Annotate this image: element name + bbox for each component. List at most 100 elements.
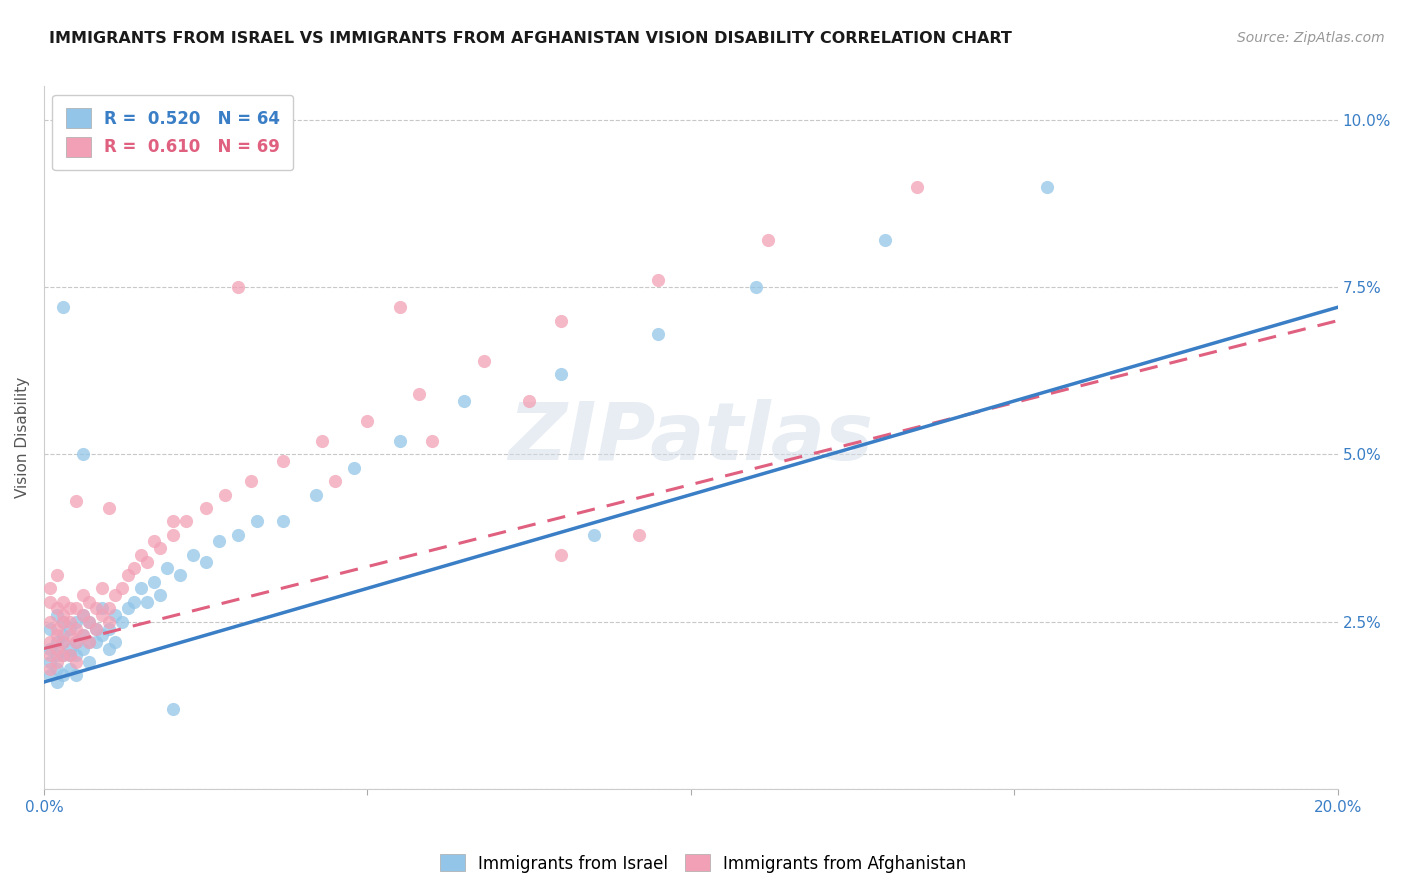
Point xyxy=(52,648,75,663)
Point xyxy=(388,434,411,449)
Point xyxy=(388,300,411,314)
Point xyxy=(110,615,132,629)
Point xyxy=(59,615,82,629)
Point xyxy=(97,501,120,516)
Point xyxy=(45,655,67,669)
Point xyxy=(52,615,75,629)
Point xyxy=(39,622,62,636)
Point xyxy=(59,648,82,663)
Point xyxy=(45,622,67,636)
Point xyxy=(91,582,114,596)
Point xyxy=(52,595,75,609)
Point xyxy=(744,280,766,294)
Point xyxy=(194,555,217,569)
Point xyxy=(65,615,87,629)
Point xyxy=(97,641,120,656)
Point xyxy=(124,561,146,575)
Point xyxy=(323,475,346,489)
Point xyxy=(45,648,67,663)
Point xyxy=(39,595,62,609)
Point xyxy=(65,655,87,669)
Point xyxy=(65,635,87,649)
Point xyxy=(39,582,62,596)
Point xyxy=(72,641,94,656)
Point xyxy=(45,628,67,642)
Point xyxy=(207,534,229,549)
Point xyxy=(97,601,120,615)
Point xyxy=(149,541,172,556)
Point xyxy=(59,622,82,636)
Point xyxy=(174,515,197,529)
Point xyxy=(304,488,326,502)
Point xyxy=(52,648,75,663)
Point xyxy=(52,300,75,314)
Point xyxy=(77,595,100,609)
Point xyxy=(59,601,82,615)
Point xyxy=(91,608,114,623)
Point xyxy=(45,662,67,676)
Point xyxy=(52,668,75,682)
Point xyxy=(104,588,127,602)
Point xyxy=(142,574,165,589)
Point xyxy=(72,448,94,462)
Point xyxy=(271,454,294,468)
Point xyxy=(72,608,94,623)
Point xyxy=(77,615,100,629)
Text: Source: ZipAtlas.com: Source: ZipAtlas.com xyxy=(1237,31,1385,45)
Point xyxy=(110,582,132,596)
Point xyxy=(124,595,146,609)
Point xyxy=(169,568,191,582)
Point xyxy=(45,641,67,656)
Point xyxy=(45,568,67,582)
Point xyxy=(39,635,62,649)
Point xyxy=(45,608,67,623)
Point xyxy=(91,601,114,615)
Point xyxy=(65,494,87,508)
Point xyxy=(52,608,75,623)
Point xyxy=(129,548,152,562)
Point xyxy=(129,582,152,596)
Point xyxy=(453,393,475,408)
Legend: Immigrants from Israel, Immigrants from Afghanistan: Immigrants from Israel, Immigrants from … xyxy=(433,847,973,880)
Point xyxy=(97,615,120,629)
Text: ZIPatlas: ZIPatlas xyxy=(509,399,873,476)
Point xyxy=(52,635,75,649)
Point xyxy=(59,648,82,663)
Point xyxy=(104,635,127,649)
Point xyxy=(246,515,269,529)
Point xyxy=(758,233,780,247)
Point xyxy=(77,655,100,669)
Point xyxy=(65,668,87,682)
Point xyxy=(39,668,62,682)
Point xyxy=(1035,179,1057,194)
Point xyxy=(343,461,366,475)
Point xyxy=(311,434,333,449)
Point xyxy=(84,622,107,636)
Point xyxy=(72,628,94,642)
Point xyxy=(226,280,249,294)
Point xyxy=(550,367,572,381)
Point xyxy=(72,588,94,602)
Point xyxy=(550,548,572,562)
Point xyxy=(77,635,100,649)
Point xyxy=(52,615,75,629)
Point xyxy=(647,326,669,341)
Point xyxy=(45,635,67,649)
Point xyxy=(162,702,184,716)
Point xyxy=(59,662,82,676)
Point xyxy=(72,608,94,623)
Point xyxy=(117,601,139,615)
Y-axis label: Vision Disability: Vision Disability xyxy=(15,377,30,499)
Point xyxy=(77,635,100,649)
Point xyxy=(52,635,75,649)
Point xyxy=(84,622,107,636)
Point xyxy=(905,179,928,194)
Point xyxy=(45,601,67,615)
Point xyxy=(214,488,236,502)
Point xyxy=(39,641,62,656)
Point xyxy=(550,313,572,327)
Point xyxy=(52,628,75,642)
Point xyxy=(45,675,67,690)
Point xyxy=(65,648,87,663)
Point xyxy=(65,635,87,649)
